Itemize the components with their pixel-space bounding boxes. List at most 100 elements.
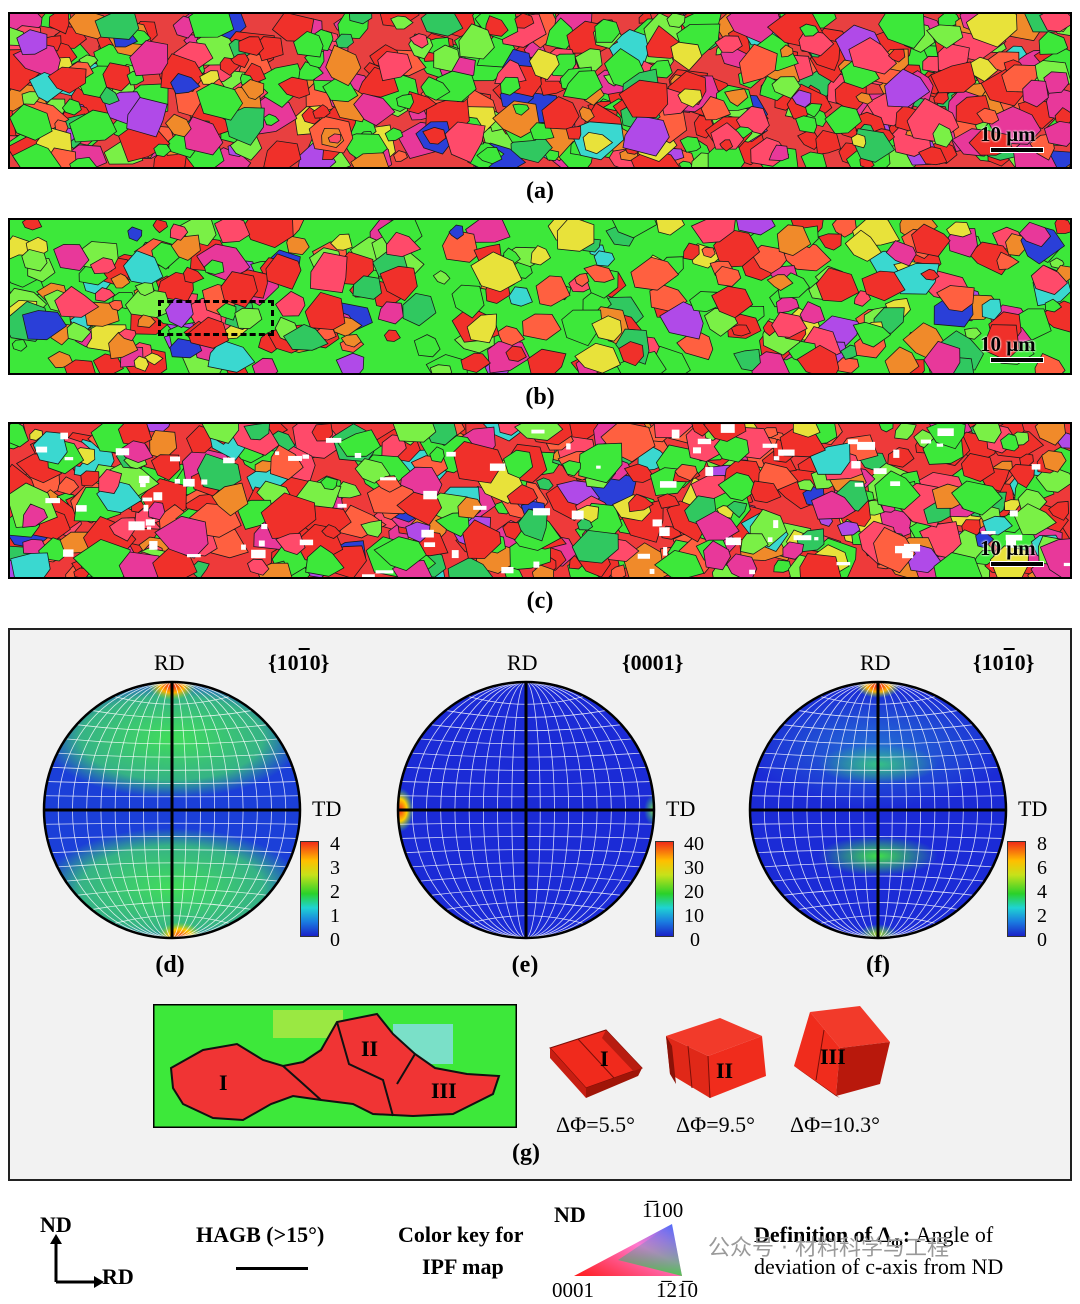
grain: [420, 14, 464, 37]
grain: [164, 113, 192, 138]
cb-tick: 1: [330, 905, 340, 927]
unindexed-region: [140, 483, 146, 488]
unindexed-region: [288, 455, 302, 461]
unindexed-region: [63, 549, 74, 557]
grain: [701, 247, 716, 258]
grain: [678, 160, 693, 167]
grain: [230, 53, 250, 69]
unindexed-region: [153, 492, 163, 501]
panel-label-f: (f): [866, 952, 890, 978]
grain: [918, 146, 948, 166]
panel-label-e: (e): [511, 952, 539, 978]
unindexed-region: [275, 451, 280, 456]
grain: [576, 517, 594, 531]
grain: [503, 449, 534, 479]
grain: [800, 151, 827, 167]
unindexed-region: [571, 510, 584, 520]
grain: [982, 515, 1013, 536]
unindexed-region: [767, 537, 773, 542]
grain: [623, 463, 655, 483]
unindexed-region: [501, 566, 514, 574]
scale-text: 10 μm: [980, 332, 1036, 356]
grain: [574, 272, 590, 287]
grain: [844, 229, 882, 262]
hagb-line: [236, 1267, 308, 1270]
unindexed-region: [1005, 534, 1023, 541]
grain: [848, 37, 898, 75]
grain: [594, 18, 621, 43]
unindexed-region: [778, 449, 795, 456]
ebsd-map-c: 10 μm: [8, 422, 1072, 579]
cb-tick: 40: [684, 833, 704, 855]
grain: [327, 133, 342, 144]
intensity-region: [644, 794, 654, 826]
grain: [776, 224, 812, 257]
grain: [522, 313, 562, 341]
grain: [1018, 221, 1052, 248]
grain: [432, 270, 451, 285]
unindexed-region: [902, 551, 914, 559]
grain: [183, 266, 205, 284]
unindexed-region: [201, 479, 208, 485]
grain: [234, 307, 263, 330]
grain: [353, 92, 396, 127]
grain: [460, 352, 491, 373]
grain: [188, 14, 235, 38]
grain: [433, 44, 460, 72]
unindexed-region: [138, 475, 150, 484]
unindexed-region: [223, 457, 235, 464]
grain: [133, 355, 150, 372]
grain: [502, 521, 522, 541]
grain: [771, 76, 801, 99]
grain: [243, 424, 270, 441]
grain: [108, 300, 124, 311]
grain: [711, 285, 754, 319]
grain: [470, 251, 523, 293]
grain: [740, 533, 769, 555]
colorkey-label-2: IPF map: [422, 1254, 504, 1279]
cb-tick: 2: [330, 881, 340, 903]
deviation-II: ΔΦ=9.5°: [676, 1112, 755, 1137]
unindexed-region: [149, 541, 158, 550]
grain: [873, 526, 916, 574]
unindexed-region: [258, 540, 265, 547]
grain: [169, 223, 189, 241]
unindexed-region: [186, 554, 201, 558]
grain: [304, 291, 346, 331]
grain: [312, 104, 331, 119]
grain: [293, 30, 324, 58]
grain: [1044, 298, 1063, 313]
unindexed-region: [793, 535, 812, 541]
grain: [21, 248, 48, 272]
pf-outline: [396, 680, 656, 940]
grain: [529, 48, 560, 81]
colorbar-d: [300, 841, 319, 937]
scale-bar-a: 10 μm: [980, 122, 1044, 153]
grain: [350, 152, 389, 167]
crystal-label: III: [820, 1044, 846, 1069]
ipf-top-label: 1̅100: [642, 1198, 684, 1222]
unindexed-region: [421, 529, 434, 538]
grain: [1041, 450, 1067, 473]
grain: [768, 144, 790, 162]
grain: [275, 290, 306, 317]
grain: [1034, 424, 1066, 446]
grain: [782, 541, 805, 560]
grain: [1048, 500, 1070, 521]
cb-tick: 4: [330, 833, 340, 855]
ipf-nd-label: ND: [554, 1202, 586, 1227]
grain: [310, 251, 348, 294]
pf-title-f: {1010}: [973, 650, 1035, 675]
grain: [683, 242, 700, 261]
unindexed-region: [652, 519, 662, 527]
grain: [920, 268, 940, 281]
grain: [946, 221, 972, 238]
grain: [330, 233, 353, 251]
hexagonal-crystal-III: III: [794, 1006, 890, 1098]
grain: [211, 482, 249, 517]
grain: [796, 479, 815, 492]
grain: [64, 359, 96, 373]
grain: [972, 424, 1002, 444]
unindexed-region: [375, 570, 394, 574]
grain: [53, 243, 90, 271]
